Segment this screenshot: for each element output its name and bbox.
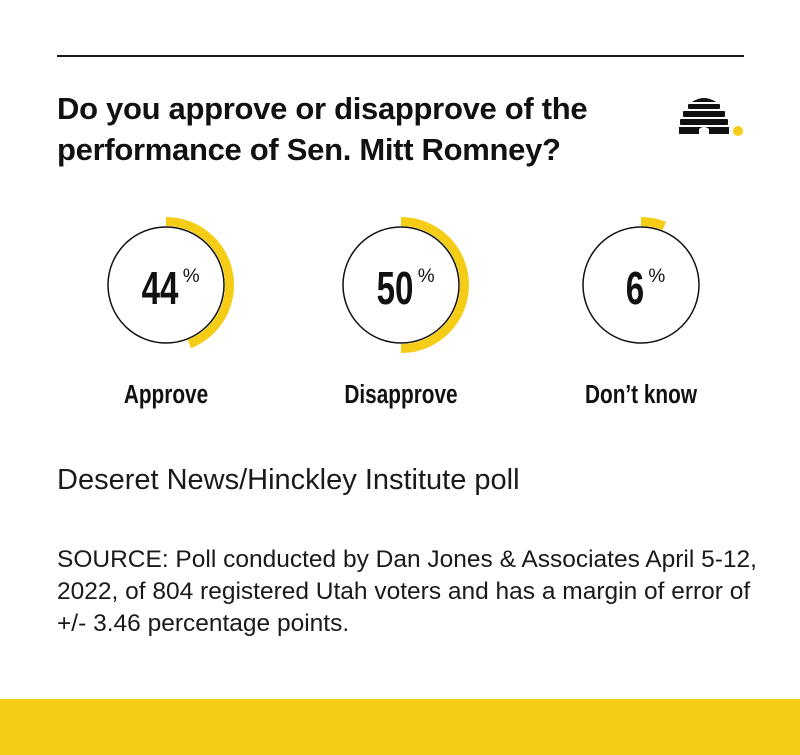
value-label: 50	[377, 264, 414, 314]
percent-symbol: %	[183, 266, 200, 287]
percent-symbol: %	[648, 266, 665, 287]
category-label: Don’t know	[585, 380, 698, 409]
category-label: Disapprove	[344, 380, 457, 409]
donut-chart: 44 % Approve 50 % Disapprove 6 % Don’t know	[107, 217, 700, 409]
poll-name: Deseret News/Hinckley Institute poll	[57, 464, 520, 496]
percent-symbol: %	[418, 266, 435, 287]
value-label: 6	[626, 264, 644, 314]
category-label: Approve	[124, 380, 208, 409]
donut-ring	[107, 226, 225, 344]
question-title: Do you approve or disapprove of the perf…	[57, 91, 588, 167]
donut-ring	[582, 226, 700, 344]
footer-accent-bar	[0, 699, 800, 755]
beehive-icon	[679, 98, 743, 136]
top-divider	[57, 55, 744, 57]
donut-arc-2	[640, 217, 667, 231]
source-note: SOURCE: Poll conducted by Dan Jones & As…	[57, 546, 757, 637]
donut-arc-0	[165, 217, 234, 349]
donut-arc-1	[400, 217, 469, 353]
value-label: 44	[142, 264, 179, 314]
donut-ring	[342, 226, 460, 344]
